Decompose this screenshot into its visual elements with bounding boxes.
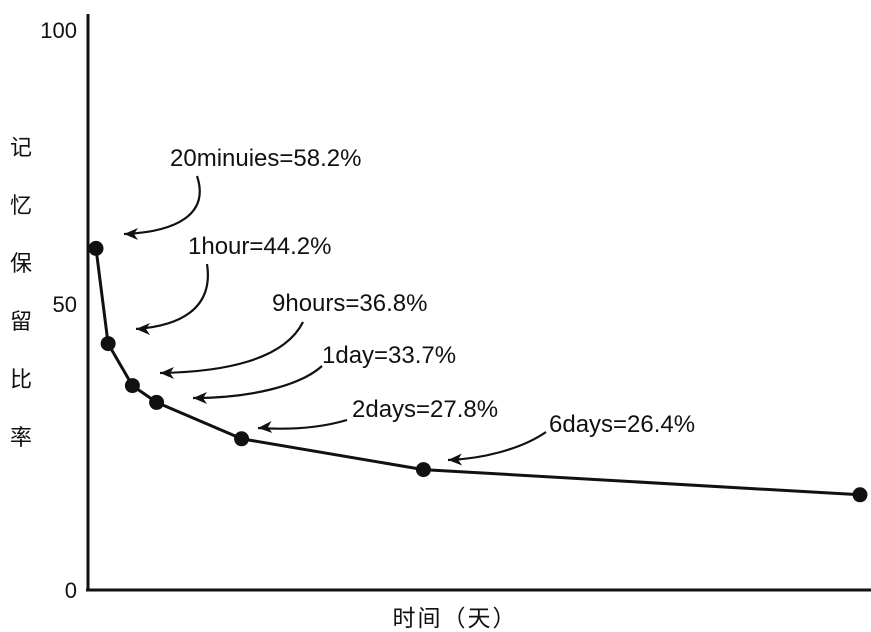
annotation-label: 1day=33.7% <box>322 342 456 369</box>
data-point-0 <box>88 240 104 256</box>
x-axis-label: 时间（天） <box>393 606 518 632</box>
annotation-arrow <box>159 321 304 375</box>
arrowhead-icon <box>448 453 463 466</box>
annotation-5: 6days=26.4% <box>447 411 695 466</box>
arrowhead-icon <box>258 421 273 434</box>
data-point-6 <box>852 487 868 503</box>
annotation-label: 9hours=36.8% <box>272 290 427 317</box>
data-points <box>88 240 868 503</box>
annotation-3: 1day=33.7% <box>192 342 456 404</box>
annotation-arrow <box>123 175 201 236</box>
annotations: 20minuies=58.2% 1hour=44.2% 9hours=36.8% 1d… <box>123 145 695 466</box>
arrowhead-icon <box>160 367 174 379</box>
y-tick-0: 0 <box>65 578 77 603</box>
y-axis-label-char: 保 <box>10 252 32 277</box>
arrowhead-icon <box>124 228 138 240</box>
data-point-3 <box>149 394 165 410</box>
y-axis-label-char: 记 <box>10 136 32 161</box>
arrowhead-icon <box>193 392 207 404</box>
annotation-arrow <box>192 365 323 400</box>
annotation-label: 2days=27.8% <box>352 396 498 423</box>
annotation-arrow <box>447 431 547 462</box>
y-tick-labels: 100 50 0 <box>40 18 77 603</box>
y-axis-label-char: 率 <box>10 426 32 451</box>
annotation-arrow <box>135 263 209 331</box>
y-axis-label-char: 留 <box>10 310 32 335</box>
y-tick-100: 100 <box>40 18 77 43</box>
annotation-2: 9hours=36.8% <box>159 290 427 379</box>
annotation-1: 1hour=44.2% <box>135 233 331 335</box>
annotation-label: 1hour=44.2% <box>188 233 331 260</box>
annotation-0: 20minuies=58.2% <box>123 145 361 240</box>
data-point-1 <box>100 336 116 352</box>
y-axis-label-char: 比 <box>10 368 32 393</box>
axes <box>86 14 871 592</box>
annotation-4: 2days=27.8% <box>257 396 498 434</box>
annotation-label: 20minuies=58.2% <box>170 145 361 172</box>
arrowhead-icon <box>136 323 150 335</box>
data-point-5 <box>415 462 431 478</box>
data-point-4 <box>234 431 250 447</box>
annotation-label: 6days=26.4% <box>549 411 695 438</box>
y-tick-50: 50 <box>53 292 77 317</box>
y-axis-label-char: 忆 <box>10 194 32 219</box>
data-point-2 <box>124 378 140 394</box>
